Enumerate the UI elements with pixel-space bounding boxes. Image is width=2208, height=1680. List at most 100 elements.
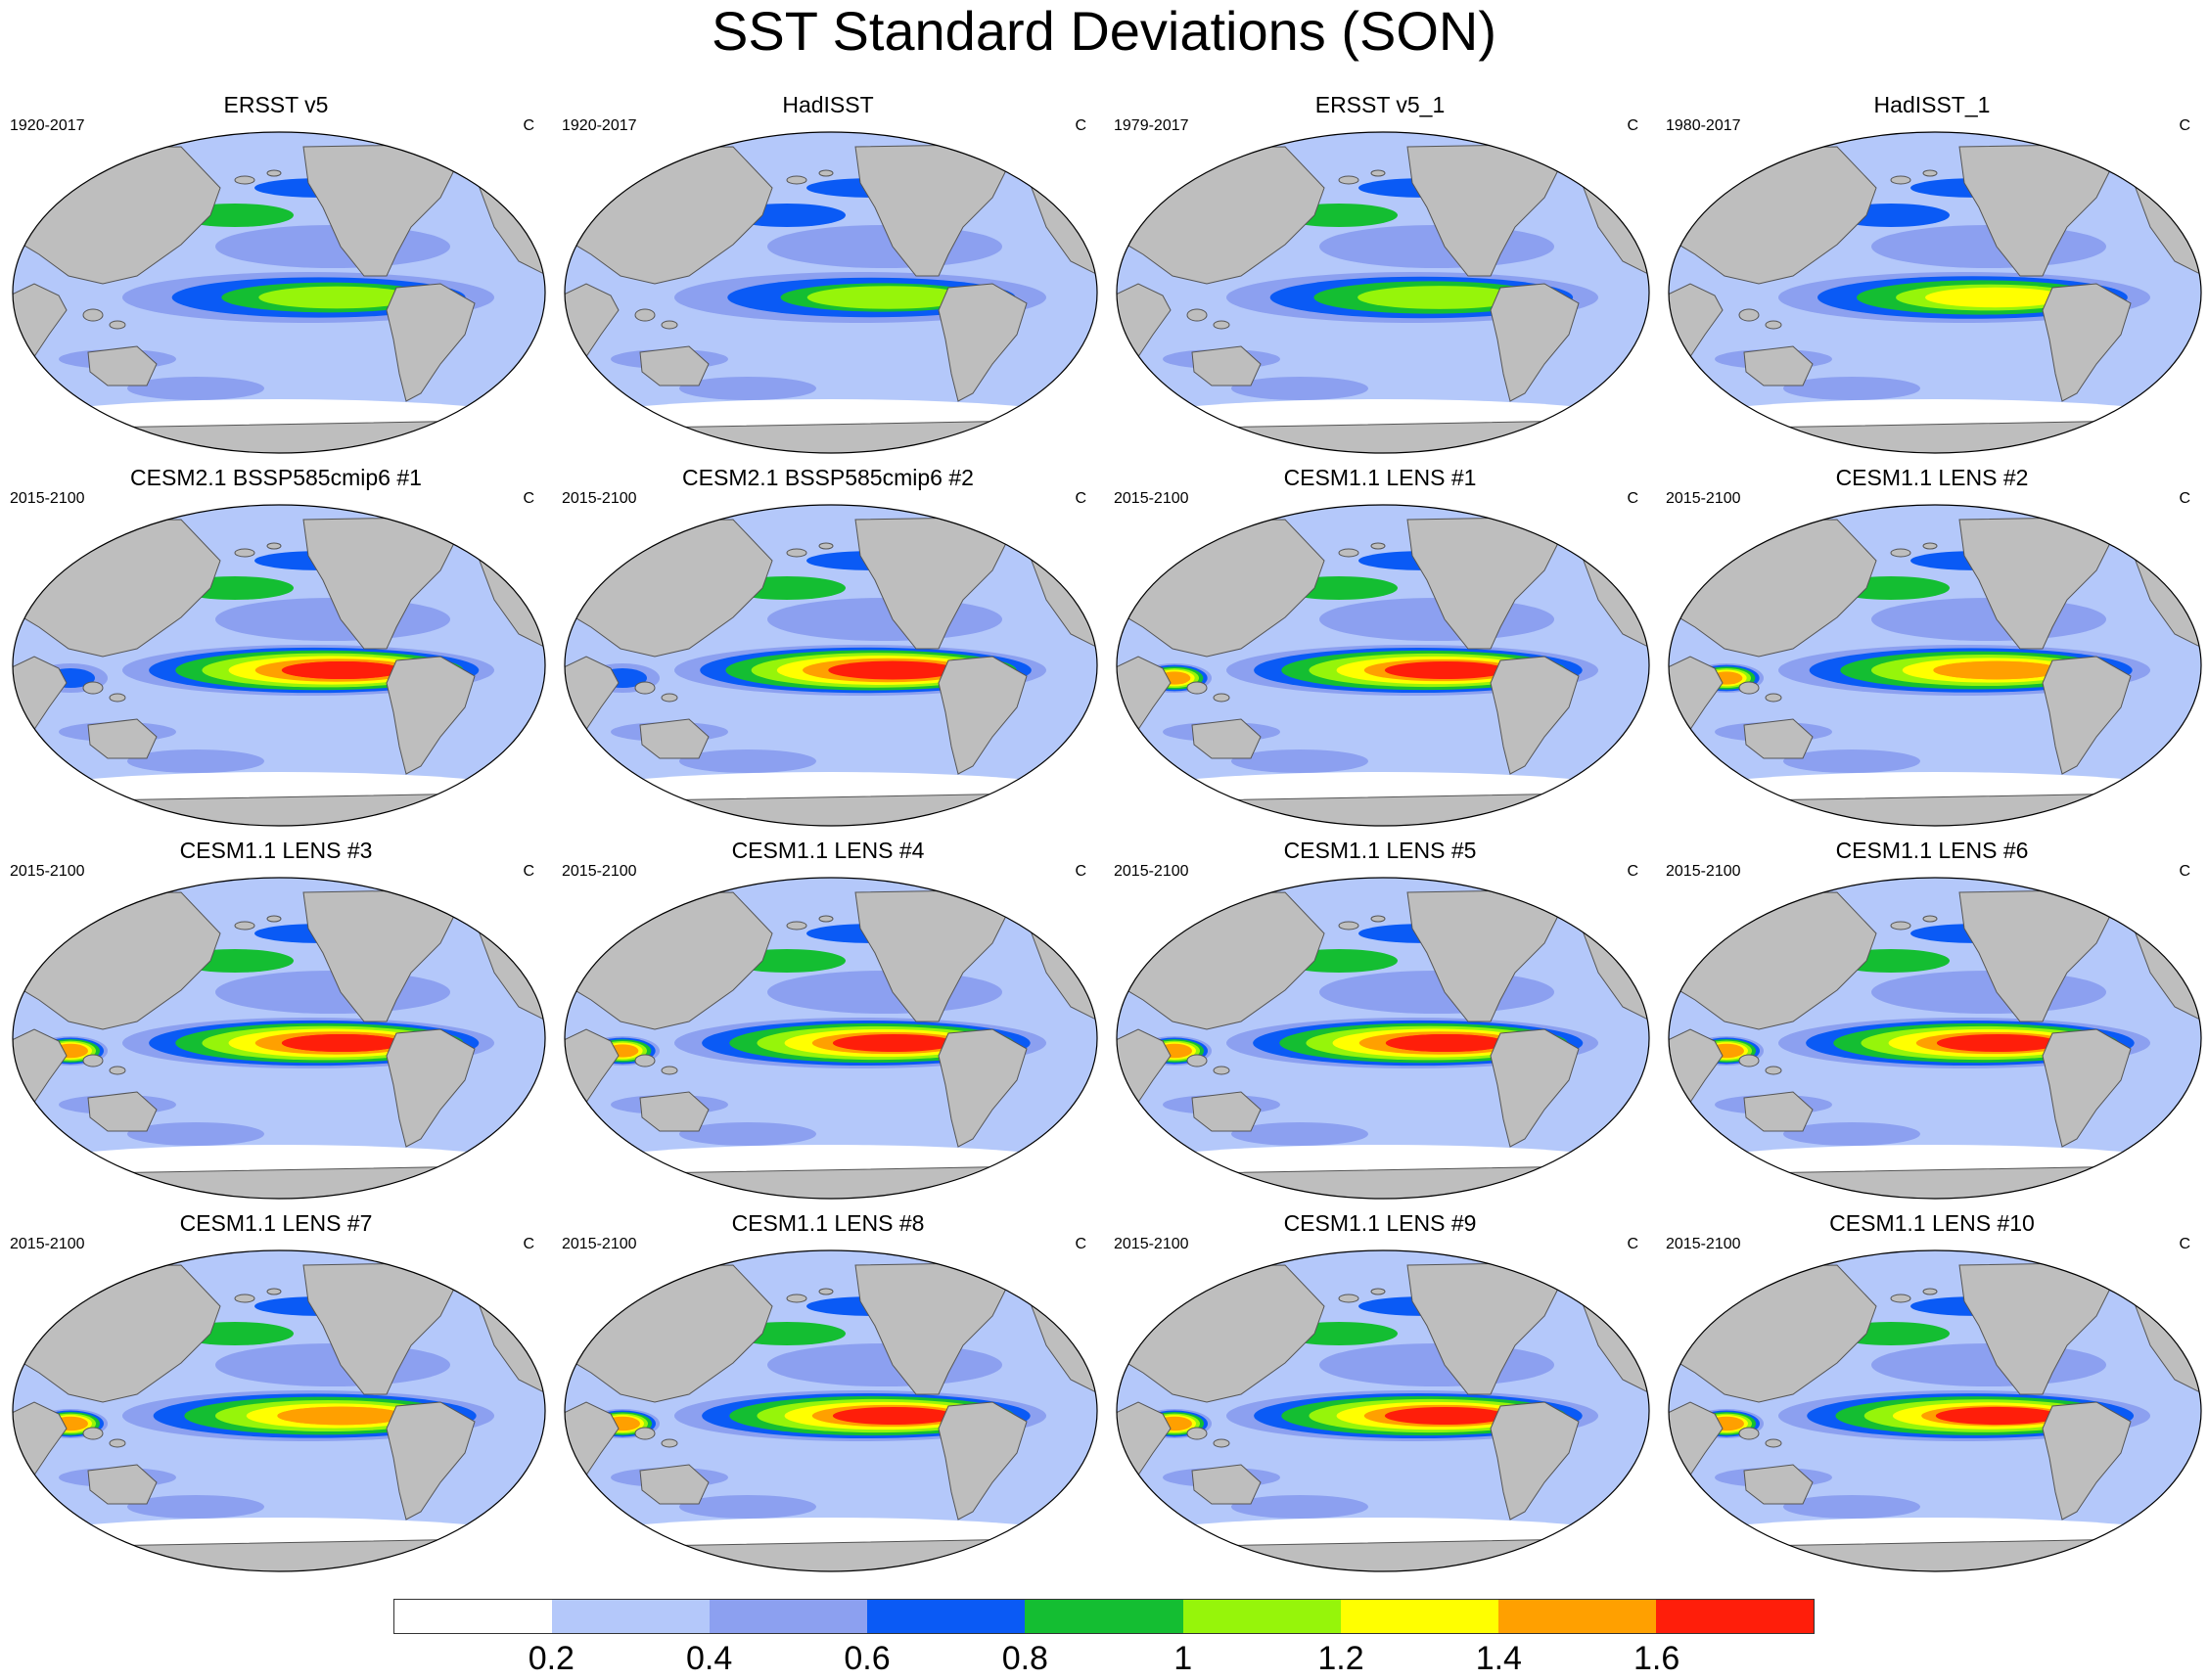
south-america-land [386, 656, 476, 775]
sst-map [1668, 131, 2202, 454]
panel-title: HadISST_1 [1873, 92, 1991, 117]
island-land [634, 308, 656, 322]
map-panel: CESM1.1 LENS #5 2015-2100 C [1104, 836, 1656, 1207]
south-pacific-band [1783, 749, 1920, 773]
map-outline [564, 877, 1098, 1200]
sst-map [1116, 131, 1650, 454]
south-pacific-band [1783, 1122, 1920, 1146]
colorbar-swatch [1182, 1600, 1341, 1633]
south-pacific-band [127, 1122, 264, 1146]
island-land [1338, 548, 1359, 558]
island-land [82, 308, 104, 322]
north-pacific-band [767, 971, 1002, 1014]
australia-land [1743, 345, 1814, 386]
panel-period: 1920-2017 [10, 117, 85, 134]
colorbar-label: 0.8 [1001, 1640, 1048, 1677]
panel-units: C [1627, 863, 1638, 880]
island-land [234, 175, 255, 185]
north-pacific-band [1871, 1343, 2106, 1386]
island-land [109, 1438, 126, 1448]
enso-tongue-level [806, 286, 970, 309]
panel-units: C [2179, 490, 2190, 507]
colorbar-label: 1.4 [1475, 1640, 1522, 1677]
island-land [1186, 1054, 1208, 1067]
north-pacific-band [767, 598, 1002, 641]
island-land [1370, 542, 1386, 550]
north-pacific-band [215, 598, 450, 641]
panel-units: C [523, 1236, 534, 1252]
island-land [1370, 1288, 1386, 1295]
antarctica-land [1703, 1538, 2177, 1571]
panel-units: C [1627, 1236, 1638, 1252]
map-panel: HadISST 1920-2017 C [552, 90, 1104, 462]
antarctica-land [47, 420, 521, 453]
island-land [1738, 1427, 1760, 1440]
island-land [661, 693, 678, 703]
panel-units: C [1627, 490, 1638, 507]
island-land [109, 320, 126, 330]
north-pacific-band [1871, 971, 2106, 1014]
enso-tongue-level [277, 1406, 405, 1426]
south-pacific-band [679, 1495, 816, 1519]
island-land [786, 175, 807, 185]
south-pacific-band [679, 377, 816, 400]
sst-map [12, 131, 546, 454]
panel-title: CESM2.1 BSSP585cmip6 #2 [682, 465, 974, 490]
south-america-land [938, 656, 1028, 775]
enso-tongue-level [1384, 661, 1507, 679]
south-america-land [938, 1028, 1028, 1148]
sst-map [1116, 877, 1650, 1200]
panel-period: 2015-2100 [1114, 1236, 1189, 1252]
south-pacific-band [1231, 377, 1368, 400]
panel-period: 1980-2017 [1666, 117, 1741, 134]
antarctica-land [599, 1538, 1073, 1571]
south-pacific-band [1783, 1495, 1920, 1519]
island-land [818, 915, 834, 923]
panel-period: 2015-2100 [1666, 863, 1741, 880]
north-pacific-band [215, 1343, 450, 1386]
map-outline [1116, 1249, 1650, 1572]
island-land [82, 1427, 104, 1440]
north-pacific-band [767, 1343, 1002, 1386]
island-land [786, 548, 807, 558]
north-pacific-band [215, 225, 450, 268]
colorbar-swatch [1340, 1600, 1498, 1633]
map-outline [1668, 1249, 2202, 1572]
island-land [1370, 169, 1386, 177]
enso-tongue-level [281, 661, 402, 679]
panel-period: 2015-2100 [562, 490, 637, 507]
sst-map [564, 504, 1098, 827]
south-america-land [386, 1401, 476, 1521]
island-land [234, 548, 255, 558]
enso-tongue-level [281, 1034, 402, 1052]
map-panel: CESM1.1 LENS #6 2015-2100 C [1656, 836, 2208, 1207]
panel-period: 2015-2100 [1666, 490, 1741, 507]
enso-tongue-level [1935, 1406, 2059, 1426]
map-outline [1116, 131, 1650, 454]
panel-units: C [2179, 863, 2190, 880]
panel-units: C [523, 490, 534, 507]
map-outline [12, 504, 546, 827]
sst-map [564, 131, 1098, 454]
australia-land [1743, 1464, 1814, 1505]
panel-units: C [1627, 117, 1638, 134]
antarctica-land [47, 793, 521, 826]
colorbar-swatch [1655, 1600, 1814, 1633]
island-land [1890, 175, 1911, 185]
panel-units: C [1075, 117, 1086, 134]
map-outline [564, 131, 1098, 454]
australia-land [639, 718, 710, 759]
south-america-land [1490, 656, 1580, 775]
australia-land [1191, 1464, 1262, 1505]
colorbar-swatch [1025, 1600, 1183, 1633]
antarctica-land [599, 1165, 1073, 1199]
island-land [109, 1066, 126, 1075]
island-land [266, 169, 282, 177]
enso-tongue-level [1936, 1034, 2059, 1052]
north-pacific-band [1319, 598, 1554, 641]
panel-period: 2015-2100 [1666, 1236, 1741, 1252]
panel-period: 2015-2100 [10, 490, 85, 507]
panel-units: C [1075, 1236, 1086, 1252]
panel-period: 1920-2017 [562, 117, 637, 134]
north-pacific-band [1319, 225, 1554, 268]
